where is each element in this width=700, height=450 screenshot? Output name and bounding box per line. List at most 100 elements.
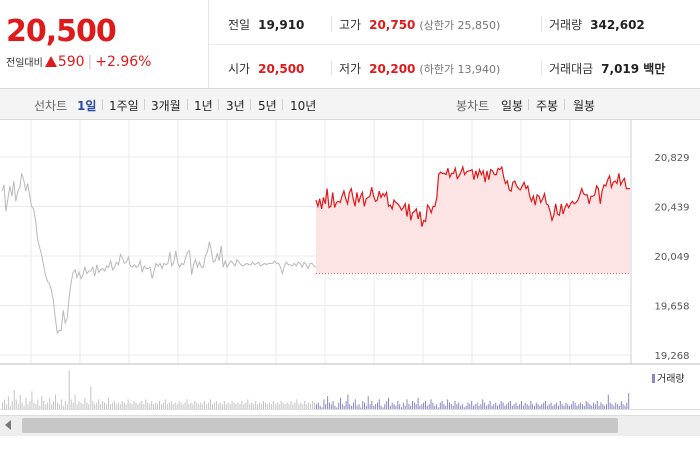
volume-bar-today xyxy=(421,404,423,409)
volume-bar-prior xyxy=(300,402,302,409)
volume-bar-today xyxy=(567,404,569,409)
volume-bar-prior xyxy=(174,402,176,409)
candle-monthly[interactable]: 월봉 xyxy=(573,99,596,113)
volume-bar-today xyxy=(343,405,345,409)
volume-bar-today xyxy=(559,401,561,409)
volume-panel: 거래량 xyxy=(0,370,700,410)
y-tick-label: 19,268 xyxy=(655,351,690,362)
volume-bar-today xyxy=(537,404,539,409)
volume-bar-today xyxy=(413,402,415,409)
volume-bar-today xyxy=(502,402,504,409)
period-1w[interactable]: 1주일 xyxy=(109,99,139,113)
volume-bar-today xyxy=(397,401,399,409)
volume-bar-prior xyxy=(284,404,286,409)
toolbar-divider xyxy=(282,99,283,110)
period-5y[interactable]: 5년 xyxy=(258,99,277,113)
volume-bar-prior xyxy=(310,404,312,409)
volume-bar-prior xyxy=(206,404,208,409)
volume-bar-today xyxy=(432,402,434,409)
volume-bar-today xyxy=(600,402,602,409)
volume-bar-prior xyxy=(37,399,39,409)
volume-bar-prior xyxy=(11,401,13,409)
volume-bar-today xyxy=(474,404,476,409)
volume-bar-today xyxy=(447,399,449,409)
volume-bar-today xyxy=(519,404,521,409)
volume-bar-today xyxy=(554,404,556,409)
volume-bar-prior xyxy=(306,404,308,409)
quote-header: 20,500 전일대비 590 | +2.96% 전일 19,910 고가 20,750(… xyxy=(0,0,700,89)
volume-bar-today xyxy=(487,404,489,409)
scroll-thumb[interactable] xyxy=(22,418,618,433)
volume-bar-prior xyxy=(139,402,141,409)
volume-bar-prior xyxy=(90,386,92,409)
toolbar-divider xyxy=(187,99,188,110)
volume-bar-today xyxy=(473,405,474,409)
volume-bar-prior xyxy=(15,399,17,409)
volume-bar-today xyxy=(550,402,552,409)
volume-bar-prior xyxy=(186,399,188,409)
volume-bar-prior xyxy=(84,397,86,409)
volume-bar-prior xyxy=(25,397,27,409)
volume-bar-prior xyxy=(66,404,68,409)
stat-amount: 거래대금 7,019 백만 xyxy=(549,62,666,76)
period-1d[interactable]: 1일 xyxy=(77,99,97,113)
volume-bar-prior xyxy=(261,404,263,409)
volume-bar-today xyxy=(517,405,519,409)
volume-bar-today xyxy=(434,405,436,409)
volume-bar-prior xyxy=(280,401,282,409)
volume-bar-prior xyxy=(204,401,206,409)
volume-bar-today xyxy=(578,404,580,409)
period-3m[interactable]: 3개월 xyxy=(151,99,181,113)
candle-weekly[interactable]: 주봉 xyxy=(536,99,559,113)
volume-bar-prior xyxy=(33,402,35,409)
volume-bar-prior xyxy=(45,404,47,409)
toolbar-divider xyxy=(564,99,565,110)
volume-bar-prior xyxy=(237,402,239,409)
volume-bar-today xyxy=(587,402,589,409)
volume-bar-prior xyxy=(19,394,21,409)
volume-bar-today xyxy=(558,405,559,409)
period-1y[interactable]: 1년 xyxy=(194,99,213,113)
volume-bar-today xyxy=(626,402,628,409)
volume-bar-prior xyxy=(243,404,245,409)
volume-bar-today xyxy=(340,397,341,409)
toolbar-divider xyxy=(102,99,103,110)
chart-scrollbar[interactable] xyxy=(0,415,700,436)
volume-bar-today xyxy=(452,405,454,409)
volume-bar-today xyxy=(354,399,356,409)
volume-bar-prior xyxy=(151,401,153,409)
volume-bar-today xyxy=(384,404,386,409)
period-3y[interactable]: 3년 xyxy=(226,99,245,113)
volume-bar-today xyxy=(450,404,452,409)
volume-bar-prior xyxy=(298,404,300,409)
volume-bar-today xyxy=(389,405,391,409)
volume-bar-prior xyxy=(263,401,264,409)
stat-prev-close: 전일 19,910 xyxy=(228,18,305,32)
toolbar-divider xyxy=(528,99,529,110)
period-10y[interactable]: 10년 xyxy=(290,99,317,113)
volume-bar-prior xyxy=(74,394,76,409)
volume-bar-prior xyxy=(21,402,23,409)
volume-bar-today xyxy=(371,401,373,409)
volume-bar-today xyxy=(534,405,535,409)
volume-bar-today xyxy=(498,404,500,409)
volume-bar-today xyxy=(513,404,515,409)
volume-bar-today xyxy=(425,401,426,409)
y-tick-label: 19,658 xyxy=(655,302,690,313)
volume-bar-today xyxy=(323,399,325,409)
volume-bar-today xyxy=(401,407,402,409)
stat-low: 저가 20,200 (하한가 13,940) xyxy=(339,62,501,76)
volume-bar-prior xyxy=(82,404,84,409)
volume-bar-today xyxy=(430,399,432,409)
volume-bar-prior xyxy=(96,402,98,409)
volume-bar-today xyxy=(402,402,404,409)
volume-bar-prior xyxy=(29,401,31,409)
volume-bar-today xyxy=(469,404,471,409)
volume-bar-today xyxy=(347,394,349,409)
volume-bar-today xyxy=(526,404,528,409)
candle-daily[interactable]: 일봉 xyxy=(501,99,524,113)
scroll-left-icon[interactable] xyxy=(5,420,11,430)
chart-line-layer xyxy=(1,164,630,335)
volume-bar-prior xyxy=(270,404,272,409)
volume-bar-today xyxy=(541,404,543,409)
